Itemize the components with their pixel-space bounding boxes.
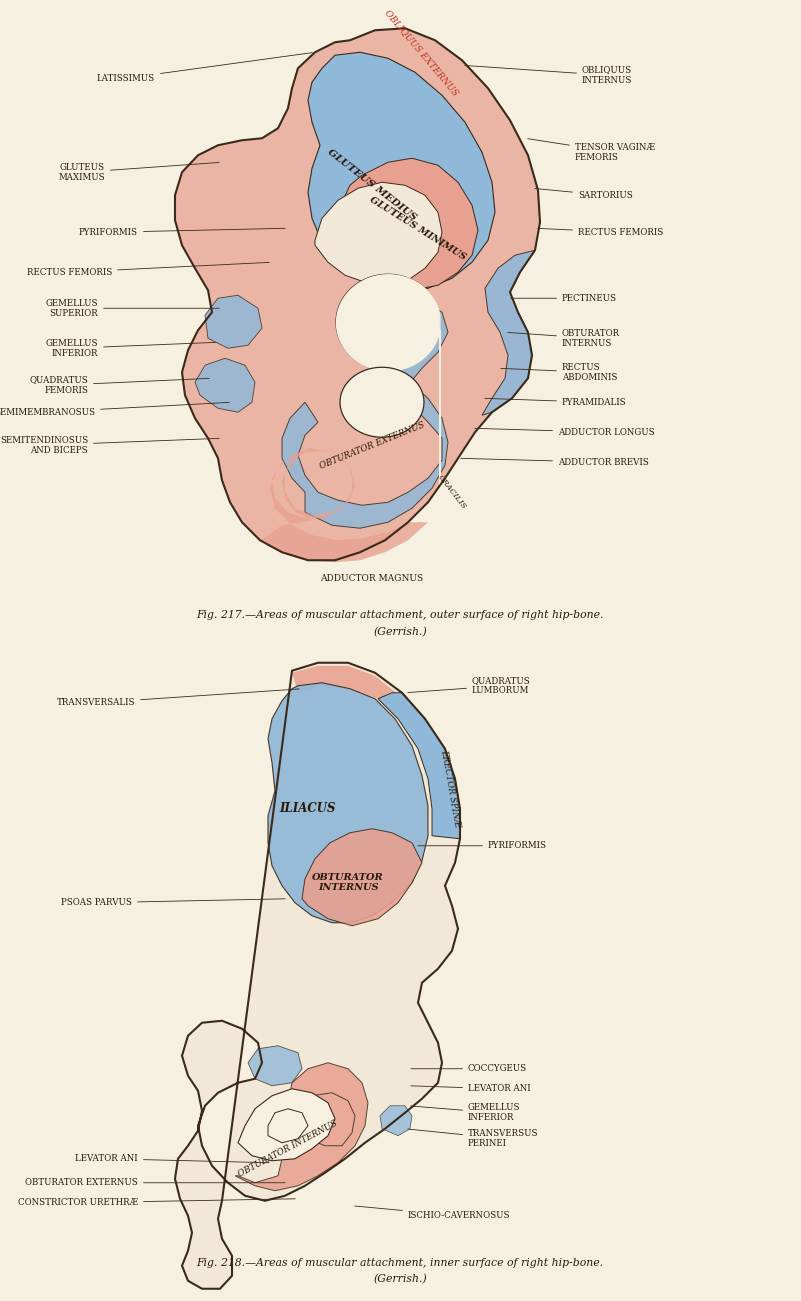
Polygon shape [340,367,424,437]
Text: ADDUCTOR MAGNUS: ADDUCTOR MAGNUS [320,574,424,583]
Text: OBLIQUUS
INTERNUS: OBLIQUUS INTERNUS [465,65,632,85]
Text: ERECTOR SPINÆ: ERECTOR SPINÆ [439,749,461,829]
Text: COCCYGEUS: COCCYGEUS [411,1064,527,1073]
Text: SARTORIUS: SARTORIUS [535,189,633,200]
Polygon shape [308,52,495,293]
Text: ISCHIO-CAVERNOSUS: ISCHIO-CAVERNOSUS [355,1206,510,1220]
Text: OBTURATOR
INTERNUS: OBTURATOR INTERNUS [508,329,620,347]
Text: GLUTEUS MEDIUS: GLUTEUS MEDIUS [326,148,418,222]
Polygon shape [205,295,262,349]
Text: Fig. 218.—Areas of muscular attachment, inner surface of right hip-bone.: Fig. 218.—Areas of muscular attachment, … [196,1258,604,1267]
Text: Fig. 217.—Areas of muscular attachment, outer surface of right hip-bone.: Fig. 217.—Areas of muscular attachment, … [196,610,604,621]
Text: RECTUS FEMORIS: RECTUS FEMORIS [26,263,269,277]
Polygon shape [248,1046,302,1086]
Text: OBTURATOR INTERNUS: OBTURATOR INTERNUS [237,1119,339,1179]
Text: GLUTEUS
MAXIMUS: GLUTEUS MAXIMUS [58,163,219,182]
Text: GEMELLUS
INFERIOR: GEMELLUS INFERIOR [46,338,215,358]
Polygon shape [282,302,448,528]
Polygon shape [360,297,416,349]
Text: LEVATOR ANI: LEVATOR ANI [411,1084,530,1093]
Text: GRACILIS: GRACILIS [436,474,468,511]
Text: LATISSIMUS: LATISSIMUS [97,52,312,83]
Polygon shape [378,692,460,839]
Text: ADDUCTOR BREVIS: ADDUCTOR BREVIS [461,458,649,467]
Text: TRANSVERSUS
PERINEI: TRANSVERSUS PERINEI [408,1129,538,1149]
Text: OBTURATOR EXTERNUS: OBTURATOR EXTERNUS [26,1179,285,1188]
Text: RECTUS FEMORIS: RECTUS FEMORIS [537,228,663,237]
Polygon shape [268,1108,308,1142]
Text: GEMELLUS
INFERIOR: GEMELLUS INFERIOR [411,1103,521,1123]
Text: SEMITENDINOSUS
AND BICEPS: SEMITENDINOSUS AND BICEPS [0,436,219,455]
Polygon shape [292,666,400,699]
Polygon shape [175,29,540,561]
Polygon shape [260,449,428,562]
Polygon shape [278,1116,310,1142]
Text: GEMELLUS
SUPERIOR: GEMELLUS SUPERIOR [46,298,219,317]
Polygon shape [315,182,442,285]
Text: OBLIQUUS EXTERNUS: OBLIQUUS EXTERNUS [384,8,461,98]
Text: RECTUS
ABDOMINIS: RECTUS ABDOMINIS [501,363,618,382]
Text: TENSOR VAGINÆ
FEMORIS: TENSOR VAGINÆ FEMORIS [528,139,655,161]
Polygon shape [482,250,535,415]
Text: ILIACUS: ILIACUS [280,803,336,816]
Polygon shape [268,683,428,922]
Polygon shape [302,829,422,926]
Text: ADDUCTOR LONGUS: ADDUCTOR LONGUS [475,428,654,437]
Polygon shape [175,662,460,1289]
Text: QUADRATUS
LUMBORUM: QUADRATUS LUMBORUM [408,677,531,696]
Text: TRANSVERSALIS: TRANSVERSALIS [57,690,300,708]
Text: (Gerrish.): (Gerrish.) [373,627,427,637]
Polygon shape [175,29,540,561]
Polygon shape [342,159,478,290]
Text: CONSTRICTOR URETHRÆ: CONSTRICTOR URETHRÆ [18,1198,296,1207]
Text: QUADRATUS
FEMORIS: QUADRATUS FEMORIS [30,376,209,396]
Text: SEMIMEMBRANOSUS: SEMIMEMBRANOSUS [0,402,229,416]
Text: PECTINEUS: PECTINEUS [511,294,617,303]
Text: (Gerrish.): (Gerrish.) [373,1274,427,1284]
Polygon shape [238,1089,335,1160]
Polygon shape [195,358,255,412]
Polygon shape [380,1106,412,1136]
Text: LEVATOR ANI: LEVATOR ANI [75,1154,269,1163]
Text: PSOAS PARVUS: PSOAS PARVUS [61,898,285,907]
Text: PYRIFORMIS: PYRIFORMIS [79,228,285,237]
Text: PYRAMIDALIS: PYRAMIDALIS [485,398,626,407]
Polygon shape [235,1063,368,1190]
Text: OBTURATOR
INTERNUS: OBTURATOR INTERNUS [312,873,384,892]
Polygon shape [336,275,440,371]
Text: PYRIFORMIS: PYRIFORMIS [418,842,547,851]
Text: OBTURATOR EXTERNUS: OBTURATOR EXTERNUS [318,420,426,471]
Text: GLUTEUS MINIMUS: GLUTEUS MINIMUS [368,195,468,262]
